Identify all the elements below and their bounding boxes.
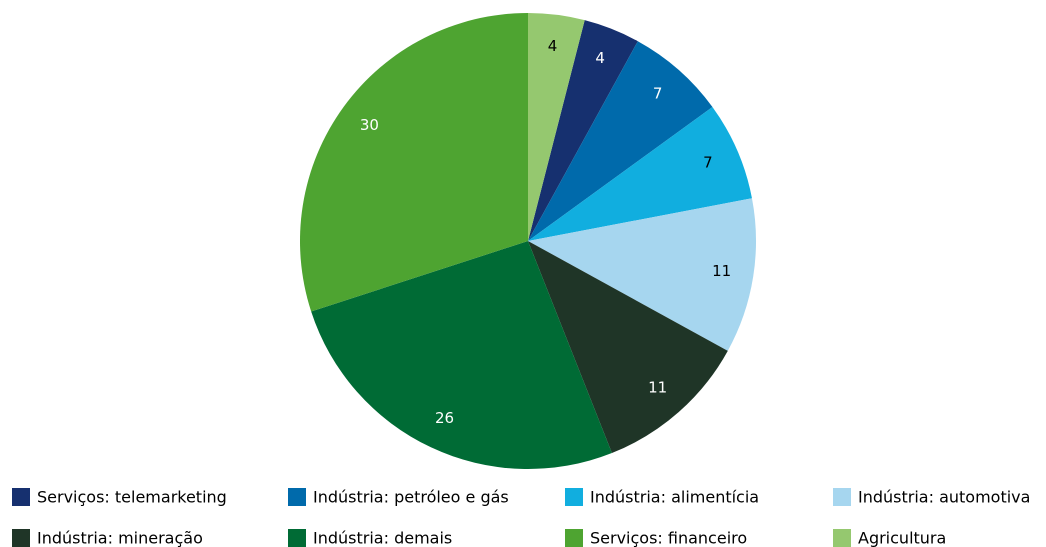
pie-slice: [528, 106, 752, 242]
legend-swatch: [833, 529, 851, 547]
pie-slice: [528, 198, 756, 351]
legend-label: Indústria: alimentícia: [590, 488, 759, 507]
pie-slice: [528, 20, 638, 241]
legend-swatch: [12, 488, 30, 506]
pie-slice: [528, 41, 713, 242]
legend-swatch: [12, 529, 30, 547]
legend-label: Serviços: telemarketing: [37, 488, 227, 507]
legend-swatch: [288, 488, 306, 506]
legend-label: Serviços: financeiro: [590, 529, 747, 547]
data-label: 4: [548, 37, 558, 55]
data-label: 11: [648, 379, 667, 397]
legend-swatch: [565, 529, 583, 547]
legend-swatch: [565, 488, 583, 506]
data-label: 7: [653, 84, 663, 102]
legend-swatch: [288, 529, 306, 547]
legend-swatch: [833, 488, 851, 506]
data-label: 4: [595, 49, 605, 67]
legend-label: Indústria: petróleo e gás: [313, 488, 509, 507]
data-label: 26: [435, 409, 454, 427]
data-label: 30: [360, 116, 379, 134]
data-label: 11: [712, 262, 731, 280]
pie-slice: [528, 13, 585, 241]
legend-label: Indústria: automotiva: [858, 488, 1030, 507]
pie-slice: [311, 241, 612, 469]
pie-slice: [528, 241, 728, 453]
legend-label: Indústria: demais: [313, 529, 452, 547]
pie-slice: [300, 13, 528, 312]
data-label: 7: [703, 154, 713, 172]
legend-label: Agricultura: [858, 529, 946, 547]
legend-label: Indústria: mineração: [37, 529, 203, 547]
